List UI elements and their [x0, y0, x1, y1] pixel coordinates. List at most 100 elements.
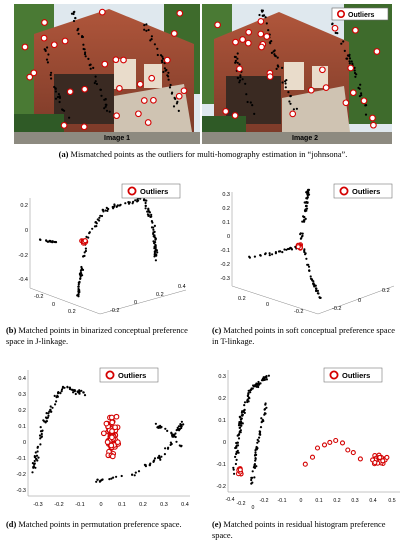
inlier-point: [274, 251, 277, 254]
inlier-point: [311, 279, 314, 282]
inlier-point: [44, 420, 48, 423]
inlier-point: [175, 429, 178, 432]
inlier-point: [164, 427, 167, 430]
inlier-point: [31, 471, 34, 474]
z-tick: 0: [223, 440, 226, 446]
inlier-point: [281, 81, 284, 84]
points-d: [31, 385, 185, 483]
inlier-point: [57, 93, 61, 96]
panel-d: 0.4 0.3 0.2 0.1 0 -0.1 -0.2 -0.3 -0.3 -0…: [4, 364, 200, 512]
inlier-point: [144, 465, 147, 468]
axes-d: [27, 370, 190, 497]
inlier-point: [77, 32, 80, 35]
inlier-point: [83, 53, 87, 56]
inlier-point: [306, 190, 309, 193]
inlier-point: [47, 412, 50, 415]
inlier-point: [38, 238, 42, 241]
inlier-point: [364, 104, 367, 107]
inlier-point: [149, 215, 152, 218]
inlier-point: [157, 456, 160, 459]
inlier-point: [303, 215, 306, 219]
legend-e-label: Outliers: [342, 371, 370, 380]
z-tick: 0.3: [18, 392, 26, 398]
inlier-point: [263, 14, 266, 17]
outlier-point: [81, 85, 89, 93]
z-tick-labels-d: 0.4 0.3 0.2 0.1 0 -0.1 -0.2 -0.3: [17, 376, 26, 494]
inlier-point: [169, 83, 172, 87]
outlier-point: [60, 122, 68, 129]
inlier-point: [66, 386, 69, 389]
inlier-point: [154, 259, 157, 262]
inlier-point: [243, 404, 246, 407]
inlier-point: [166, 429, 169, 432]
outlier-point: [384, 454, 390, 460]
inlier-point: [148, 211, 151, 214]
inlier-point: [58, 95, 61, 98]
inlier-point: [77, 289, 80, 292]
inlier-point: [54, 97, 58, 100]
inlier-point: [80, 389, 83, 392]
inlier-point: [81, 268, 85, 271]
outlier-point: [222, 108, 230, 115]
inlier-point: [43, 420, 46, 423]
inlier-point: [364, 113, 368, 116]
inlier-point: [305, 257, 308, 260]
inlier-point: [343, 49, 346, 53]
inlier-point: [84, 55, 87, 58]
outlier-point: [373, 48, 381, 55]
z-tick: -0.2: [17, 472, 26, 478]
inlier-point: [172, 105, 176, 108]
outlier-point: [232, 38, 239, 46]
inlier-point: [283, 248, 286, 251]
z-tick: 0: [25, 228, 28, 234]
inlier-point: [149, 462, 152, 465]
inlier-point: [47, 414, 50, 417]
inlier-point: [49, 240, 52, 243]
outlier-point: [236, 65, 243, 73]
z-tick: 0: [227, 234, 230, 240]
inlier-point: [44, 49, 47, 53]
inlier-point: [244, 82, 247, 85]
inlier-point: [79, 273, 82, 276]
caption-a-text: Mismatched points as the outliers for mu…: [68, 150, 348, 159]
inlier-point: [93, 81, 96, 85]
inlier-point: [340, 42, 343, 45]
outlier-marker-icon: [339, 186, 349, 196]
inlier-point: [256, 438, 259, 441]
inlier-point: [251, 470, 254, 473]
inlier-point: [33, 463, 36, 466]
inlier-point: [265, 378, 268, 381]
outlier-point: [120, 56, 127, 64]
image-2: [202, 4, 392, 144]
inlier-point: [354, 75, 357, 78]
inlier-point: [35, 454, 39, 457]
outlier-point: [258, 43, 265, 51]
legend-a-label: Outliers: [348, 12, 375, 19]
inlier-point: [303, 220, 306, 223]
outlier-point: [80, 123, 88, 131]
z-tick: -0.1: [17, 456, 26, 462]
x-tick-labels-c: 0.2 0 -0.2: [238, 296, 303, 315]
inlier-point: [95, 225, 98, 228]
inlier-point: [268, 254, 271, 257]
inlier-point: [98, 480, 101, 483]
z-tick: -0.2: [221, 262, 230, 268]
inlier-point: [88, 64, 91, 67]
inlier-point: [77, 391, 81, 394]
inlier-point: [165, 68, 168, 72]
inlier-point: [269, 42, 272, 45]
y-tick-labels-c: -0.2 0 0.2: [332, 288, 390, 312]
inlier-point: [36, 446, 39, 449]
outlier-point: [314, 445, 321, 451]
inlier-point: [259, 426, 263, 429]
inlier-point: [100, 214, 104, 218]
inlier-point: [137, 470, 141, 473]
inlier-point: [235, 458, 238, 461]
caption-e-text: Matched points in residual histogram pre…: [212, 520, 386, 540]
inlier-point: [304, 217, 307, 220]
inlier-point: [82, 391, 85, 394]
inlier-point: [168, 86, 172, 89]
inlier-point: [315, 289, 318, 292]
outlier-point: [239, 36, 246, 43]
inlier-point: [240, 424, 243, 427]
